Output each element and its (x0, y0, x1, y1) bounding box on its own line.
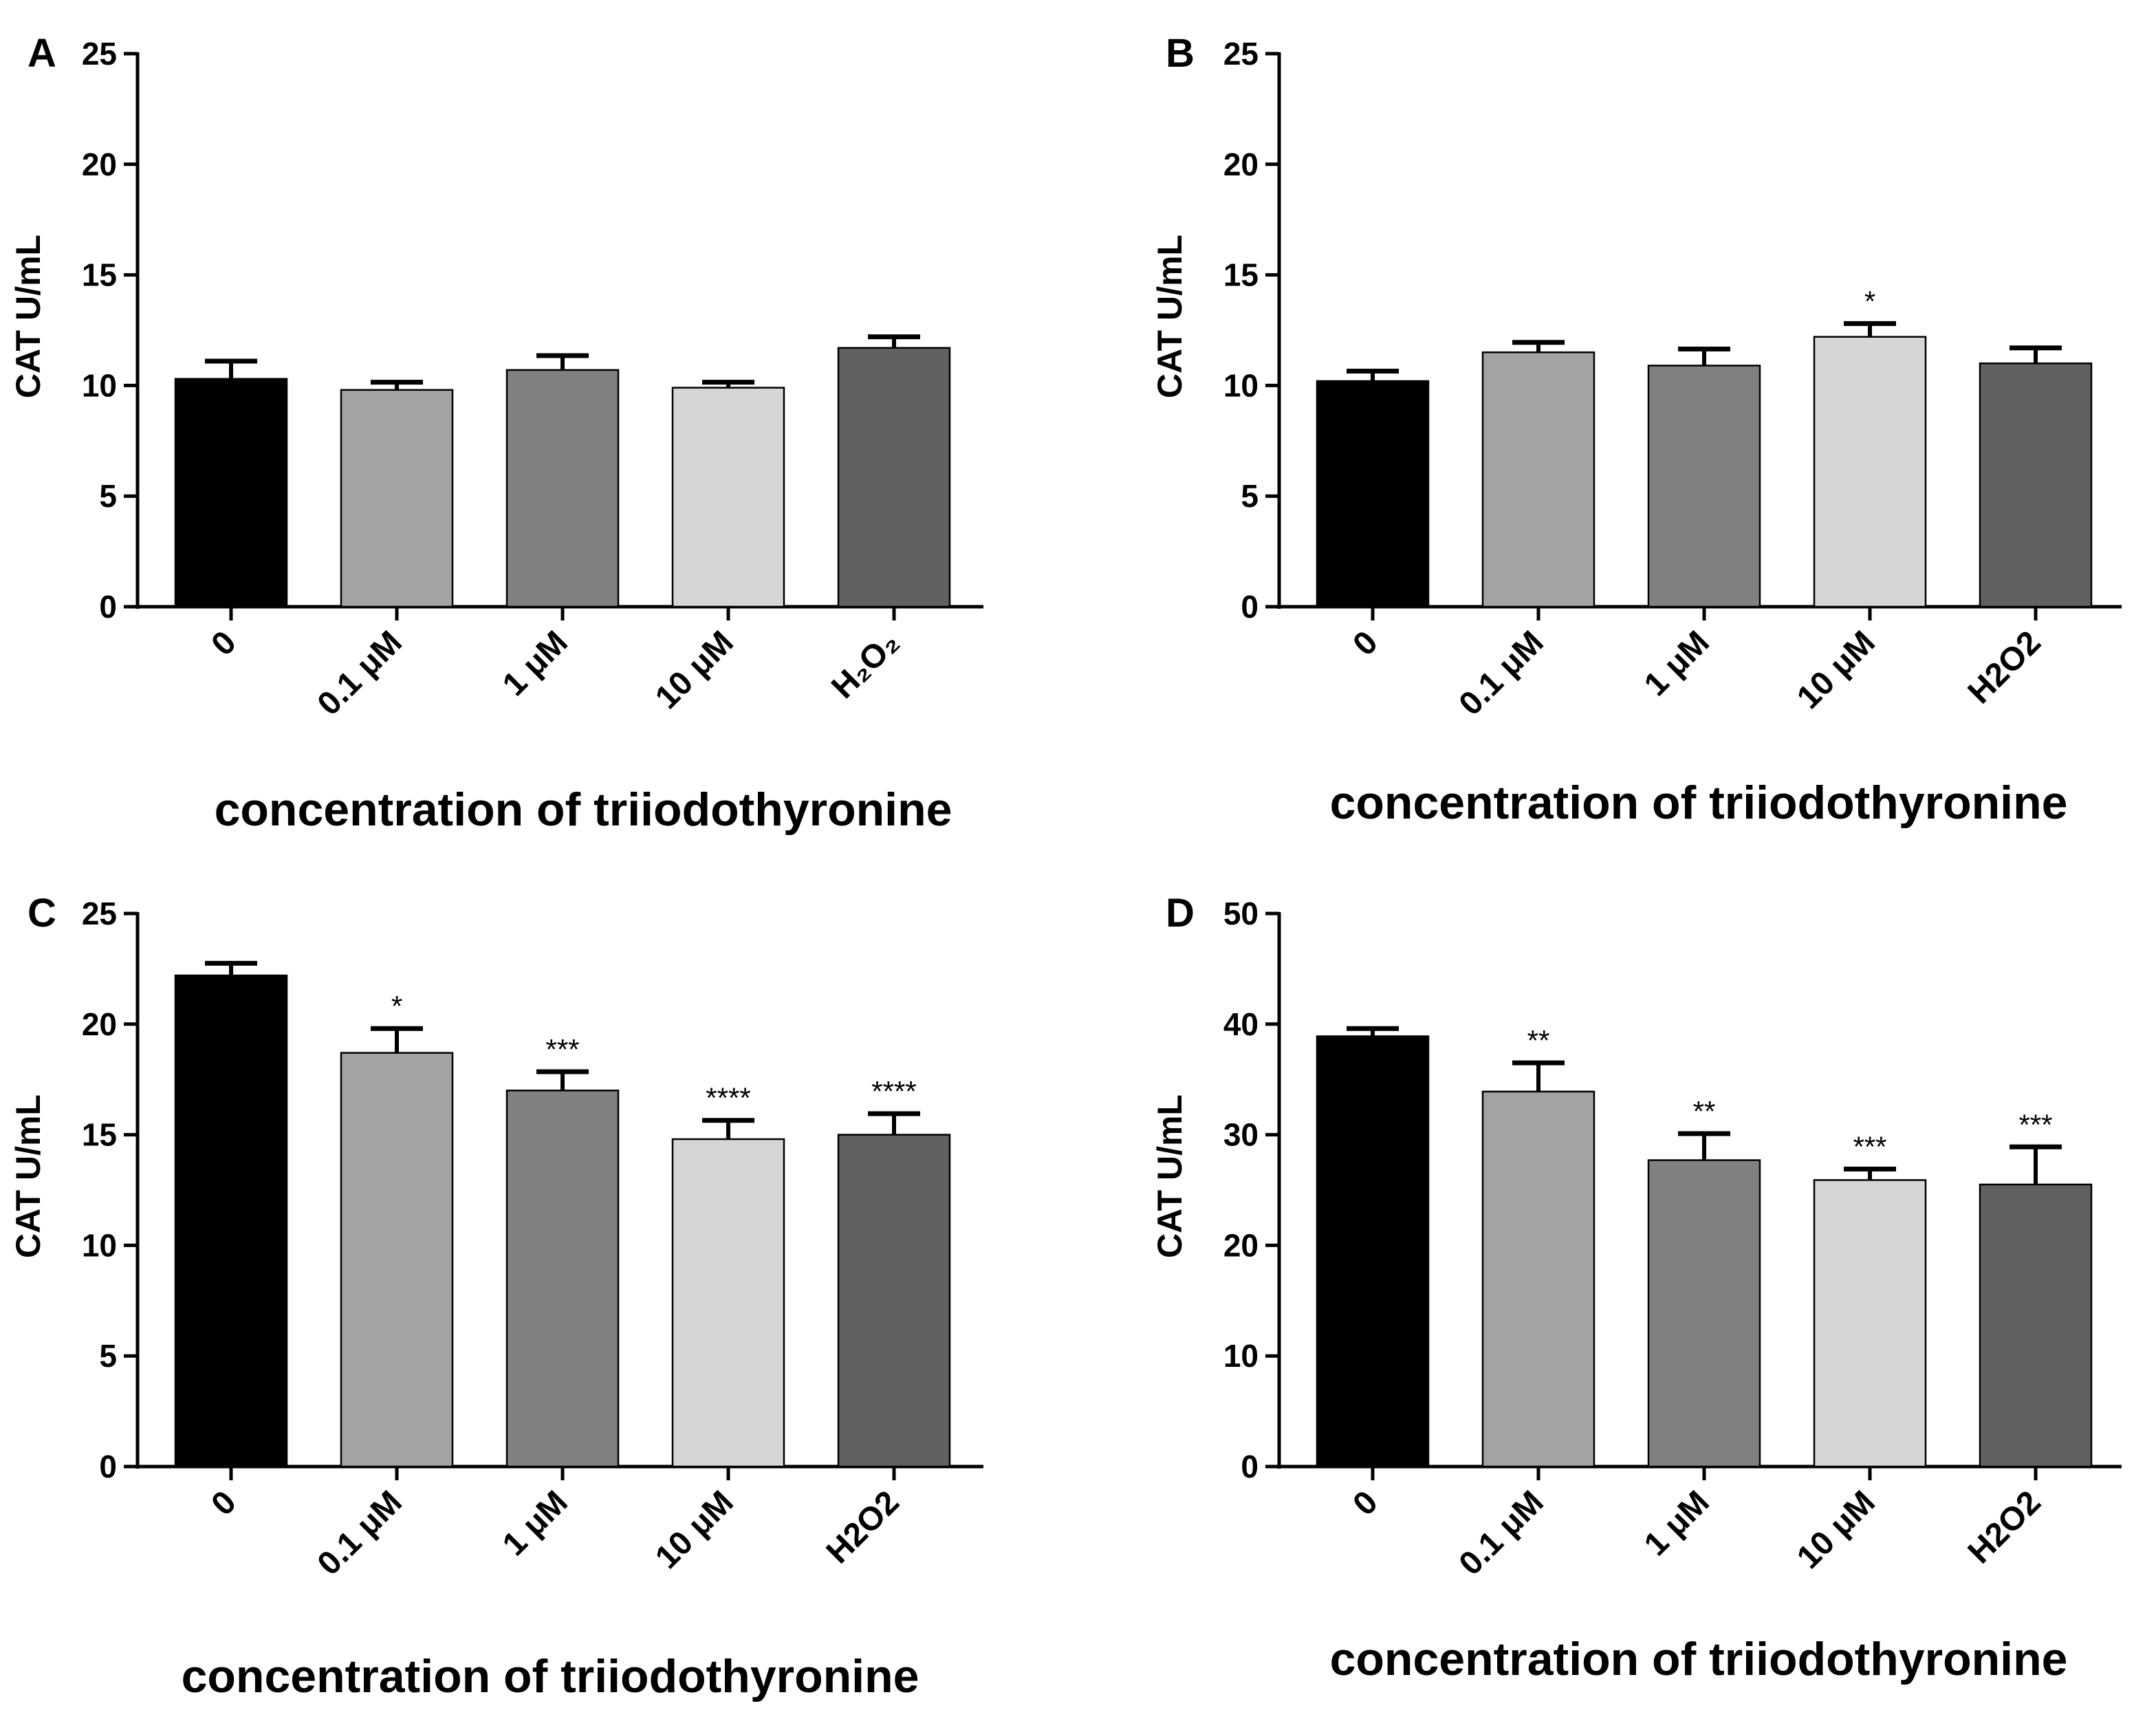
x-tick-label: 1 μM (496, 1484, 575, 1563)
significance-label: **** (871, 1075, 916, 1107)
y-axis-title: CAT U/mL (9, 235, 47, 398)
y-tick-label: 25 (1223, 36, 1259, 72)
y-tick-label: 20 (82, 147, 117, 182)
y-tick-label: 0 (1241, 1449, 1259, 1484)
bar (507, 370, 618, 607)
y-tick-label: 10 (82, 1227, 117, 1263)
y-tick-label: 25 (82, 896, 117, 931)
x-tick-label: 0 (1346, 1484, 1384, 1522)
y-tick-label: 20 (1223, 147, 1259, 182)
bar (838, 1135, 950, 1467)
panel-label: A (28, 31, 56, 76)
x-tick-label: 1 μM (496, 624, 575, 703)
bar (1317, 381, 1428, 607)
x-tick-label: 10 μM (649, 1484, 741, 1576)
bar (1648, 365, 1760, 607)
y-tick-label: 15 (1223, 257, 1259, 293)
x-tick-label: 10 μM (1790, 624, 1882, 716)
panel-a: A 0 5 10 15 20 25 CAT U/mL 0 0.1 μM 1 μM 10 μM H₂O₂ c… (9, 31, 983, 836)
x-tick-label: H2O2 (1961, 624, 2048, 711)
y-tick-label: 0 (99, 589, 117, 625)
bar (1980, 1185, 2091, 1467)
x-tick-label: 1 μM (1637, 1484, 1717, 1563)
panel-d: D 0 10 20 30 40 50 CAT U/mL 0 ** 0.1 μM ** 1 μM *** 10… (1151, 891, 2122, 1685)
x-tick-label: 0.1 μM (1452, 624, 1551, 722)
y-tick-label: 0 (99, 1449, 117, 1484)
y-tick-label: 20 (1223, 1227, 1259, 1263)
panel-label: B (1166, 31, 1195, 76)
x-axis-title: concentration of triiodothyronine (182, 1650, 919, 1702)
bar (673, 1139, 784, 1467)
figure: A 0 5 10 15 20 25 CAT U/mL 0 0.1 μM 1 μM 10 μM H₂O₂ c… (0, 0, 2156, 1719)
x-tick-label: H₂O₂ (825, 624, 906, 706)
x-axis-title: concentration of triiodothyronine (1330, 1633, 2068, 1685)
bar (1317, 1036, 1428, 1467)
y-tick-label: 5 (99, 478, 117, 514)
y-axis-title: CAT U/mL (1151, 235, 1189, 398)
significance-label: ** (1693, 1095, 1716, 1127)
bar (175, 379, 287, 607)
y-tick-label: 50 (1223, 896, 1259, 931)
bar (1483, 352, 1594, 607)
bar (341, 390, 453, 607)
bar (1648, 1160, 1760, 1467)
x-tick-label: 0.1 μM (1452, 1484, 1551, 1582)
significance-label: * (391, 990, 402, 1022)
x-tick-label: 0 (204, 624, 243, 662)
y-tick-label: 40 (1223, 1006, 1259, 1042)
x-tick-label: 10 μM (1790, 1484, 1882, 1576)
significance-label: * (1864, 285, 1875, 317)
x-tick-label: 0.1 μM (311, 624, 409, 722)
y-tick-label: 10 (82, 367, 117, 403)
y-tick-label: 20 (82, 1006, 117, 1042)
x-axis-title: concentration of triiodothyronine (215, 783, 952, 836)
bar (1483, 1092, 1594, 1467)
panel-c: C 0 5 10 15 20 25 CAT U/mL 0 * 0.1 μM *** 1 μM **** 10… (9, 891, 983, 1702)
significance-label: *** (2018, 1108, 2052, 1140)
panel-label: D (1166, 891, 1195, 936)
significance-label: *** (1853, 1130, 1886, 1163)
y-tick-label: 15 (82, 257, 117, 293)
bar (507, 1090, 618, 1467)
bar (673, 388, 784, 607)
x-tick-label: H2O2 (820, 1484, 906, 1570)
significance-label: *** (545, 1033, 579, 1066)
bar (1814, 1180, 1926, 1467)
y-axis-title: CAT U/mL (9, 1094, 47, 1258)
significance-label: **** (706, 1082, 750, 1114)
y-tick-label: 30 (1223, 1117, 1259, 1153)
y-tick-label: 5 (99, 1338, 117, 1374)
panel-b: B 0 5 10 15 20 25 CAT U/mL 0 0.1 μM 1 μM * 10 μM H2O2… (1151, 31, 2122, 829)
x-tick-label: 1 μM (1637, 624, 1717, 703)
x-axis-title: concentration of triiodothyronine (1330, 777, 2068, 829)
y-tick-label: 25 (82, 36, 117, 72)
bar (1980, 363, 2091, 607)
x-tick-label: 0 (204, 1484, 243, 1522)
x-tick-label: 0.1 μM (311, 1484, 409, 1582)
bar (838, 348, 950, 607)
bar (341, 1053, 453, 1467)
y-axis-title: CAT U/mL (1151, 1094, 1189, 1258)
x-tick-label: 0 (1346, 624, 1384, 662)
panel-label: C (28, 891, 56, 936)
bar (1814, 337, 1926, 607)
bar (175, 975, 287, 1467)
x-tick-label: H2O2 (1961, 1484, 2048, 1570)
x-tick-label: 10 μM (649, 624, 741, 716)
significance-label: ** (1527, 1024, 1550, 1057)
y-tick-label: 10 (1223, 1338, 1259, 1374)
y-tick-label: 10 (1223, 367, 1259, 403)
y-tick-label: 0 (1241, 589, 1259, 625)
y-tick-label: 15 (82, 1117, 117, 1153)
y-tick-label: 5 (1241, 478, 1259, 514)
